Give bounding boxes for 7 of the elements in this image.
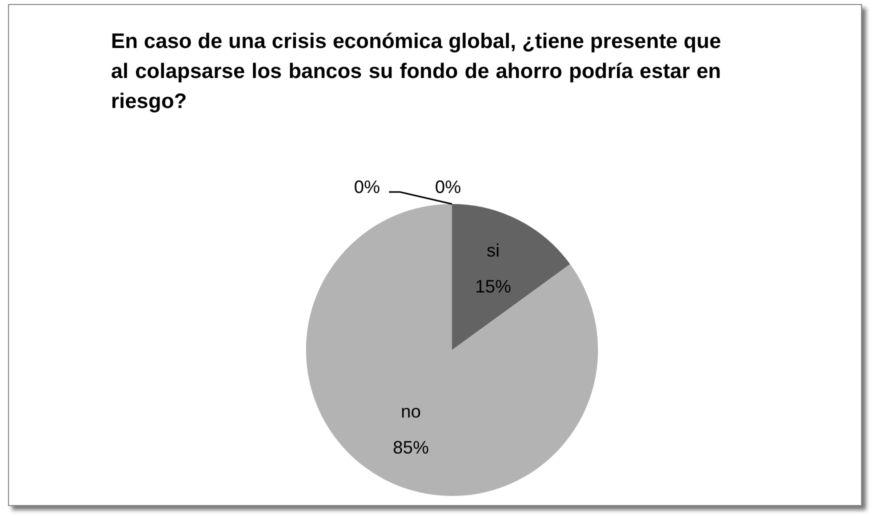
slice-label: si <box>486 240 500 260</box>
chart-title: En caso de una crisis económica global, ¿tiene presente que al colapsarse los bancos su fondo de ahorro podría estar en riesgo? <box>111 29 721 115</box>
data-label: 85% <box>392 438 429 458</box>
text: 0% <box>354 176 380 197</box>
text: 0% <box>434 176 462 197</box>
data-label: 15% <box>475 276 512 296</box>
slice-label: no <box>400 402 421 422</box>
